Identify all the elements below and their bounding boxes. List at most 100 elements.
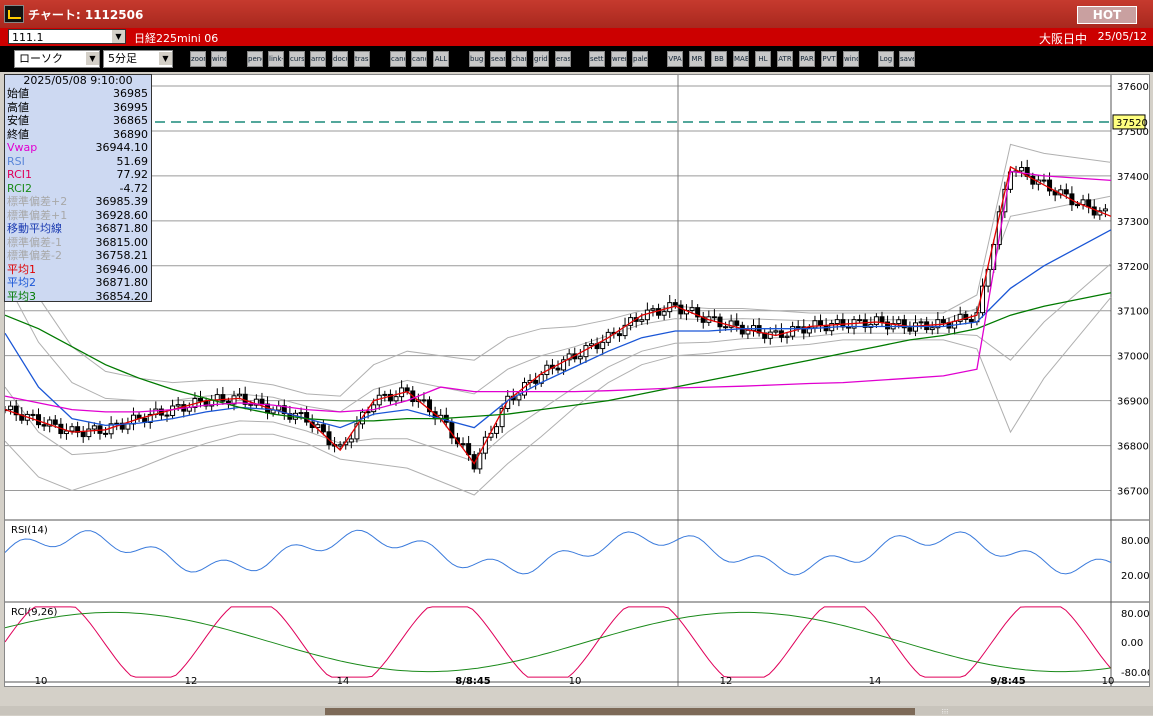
candle-body — [968, 318, 974, 323]
data-row: 安値 36865 — [5, 114, 151, 128]
price-tick-label: 36800 — [1117, 442, 1149, 453]
tool-hl-button[interactable]: HL — [755, 51, 771, 67]
data-row: 標準偏差-1 36815.00 — [5, 236, 151, 250]
data-label: 標準偏差-2 — [7, 249, 62, 262]
data-label: 始値 — [7, 87, 29, 100]
tool-mae-button[interactable]: MAE — [733, 51, 749, 67]
candle-body — [879, 316, 885, 323]
candle-body — [589, 343, 595, 347]
candle-body — [427, 399, 433, 413]
data-value: 36865 — [113, 114, 148, 127]
price-tick-label: 36700 — [1117, 487, 1149, 498]
data-value: 36944.10 — [95, 141, 149, 154]
wrench-icon[interactable]: wrench-icon — [611, 51, 627, 67]
interval-select[interactable]: 5分足 ▼ — [103, 50, 173, 68]
candle-body — [1019, 167, 1025, 172]
tool-par-button[interactable]: PAR — [799, 51, 815, 67]
highlight-level-label: 37520 — [1116, 118, 1148, 129]
chevron-down-icon[interactable]: ▼ — [86, 52, 99, 65]
candle-body — [460, 443, 466, 446]
candle-body — [672, 302, 678, 306]
data-row: RCI1 77.92 — [5, 168, 151, 182]
chevron-down-icon[interactable]: ▼ — [159, 52, 172, 65]
tool-atr-button[interactable]: ATR — [777, 51, 793, 67]
data-row: 標準偏差+1 36928.60 — [5, 209, 151, 223]
data-value: 36985 — [113, 87, 148, 100]
grid-icon[interactable]: grid-icon — [533, 51, 549, 67]
status-bar: ⁝⁝⁝ — [0, 706, 1153, 716]
chevron-down-icon[interactable]: ▼ — [112, 30, 125, 43]
symbol-bar: 111.1 ▼ 日経225mini 06 大阪日中 25/05/12 — [0, 28, 1153, 46]
chart-svg: 37600 37500 37400 37300 37200 37100 37000 36900… — [2, 75, 1153, 687]
candle-body — [304, 412, 310, 423]
candle-body — [795, 326, 801, 329]
rci1-line — [4, 606, 1112, 678]
link-icon[interactable]: link-icon — [268, 51, 284, 67]
data-value: 36995 — [113, 100, 148, 114]
candle-body — [963, 313, 969, 320]
candle-alt-icon[interactable]: candle-alt-icon — [411, 51, 427, 67]
eraser-icon[interactable]: eraser-icon — [555, 51, 571, 67]
tool-pvt-button[interactable]: PVT — [821, 51, 837, 67]
horizontal-scrollbar[interactable]: ⁝⁝⁝ — [325, 708, 948, 716]
candle-body — [650, 308, 656, 311]
toolbar: ローソク ▼ 5分足 ▼ zoom-icon window-icon pencil-ic… — [0, 46, 1153, 72]
settings-icon[interactable]: settings-icon — [589, 51, 605, 67]
candle-body — [885, 321, 891, 330]
rsi-line — [4, 529, 1112, 576]
candle-body — [147, 413, 153, 423]
rsi-label: RSI(14) — [11, 525, 48, 536]
pencil-icon[interactable]: pencil-icon — [247, 51, 263, 67]
data-label: 平均3 — [7, 289, 36, 303]
cursor-icon[interactable]: cursor-icon — [289, 51, 305, 67]
zoom-icon[interactable]: zoom-icon — [190, 51, 206, 67]
bug-icon[interactable]: bug-icon — [469, 51, 485, 67]
tool-all-button[interactable]: ALL — [433, 51, 449, 67]
data-row: 終値 36890 — [5, 128, 151, 142]
candle-body — [622, 324, 628, 337]
candle-body — [644, 309, 650, 321]
chart-type-value: ローソク — [19, 52, 63, 65]
price-tick-label: 37200 — [1117, 262, 1149, 273]
data-panel: 2025/05/08 9:10:00 始値 36985 高値 36995 安値 36865… — [4, 74, 152, 303]
document-icon[interactable]: document-icon — [332, 51, 348, 67]
price-tick-label: 37600 — [1117, 82, 1149, 93]
candle-body — [533, 379, 539, 384]
candle-body — [834, 319, 840, 325]
candle-body — [896, 319, 902, 325]
candle-body — [929, 327, 935, 331]
data-row: 平均1 36946.00 — [5, 263, 151, 277]
window-icon[interactable]: window-icon — [211, 51, 227, 67]
symbol-value: 111.1 — [12, 31, 44, 44]
data-label: 標準偏差+2 — [7, 195, 68, 208]
x-tick-label: 12 — [185, 676, 198, 686]
data-label: 終値 — [7, 127, 29, 141]
tool-bb-button[interactable]: BB — [711, 51, 727, 67]
data-value: 77.92 — [116, 168, 149, 181]
hot-button[interactable]: HOT — [1077, 6, 1137, 24]
candle-icon[interactable]: candle-icon — [390, 51, 406, 67]
tool-vpa-button[interactable]: VPA — [667, 51, 683, 67]
tool-log-button[interactable]: Log — [878, 51, 894, 67]
chart-area[interactable]: 37600 37500 37400 37300 37200 37100 37000 36900… — [2, 74, 1153, 687]
trash-icon[interactable]: trash-icon — [354, 51, 370, 67]
arrow-icon[interactable]: arrow-icon — [310, 51, 326, 67]
candle-body — [739, 324, 745, 335]
scroll-grip-icon[interactable]: ⁝⁝⁝ — [941, 708, 949, 716]
save-icon[interactable]: save-icon — [899, 51, 915, 67]
candle-body — [164, 414, 170, 417]
tool-mr-button[interactable]: MR — [689, 51, 705, 67]
data-row: RCI2 -4.72 — [5, 182, 151, 196]
window-icon[interactable]: window-icon — [843, 51, 859, 67]
candle-body — [371, 404, 377, 413]
candle-body — [8, 405, 14, 411]
app-icon — [4, 5, 24, 23]
price-tick-label: 37000 — [1117, 352, 1149, 363]
palette-icon[interactable]: palette-icon — [632, 51, 648, 67]
data-value: 51.69 — [116, 154, 149, 168]
candle-body — [214, 394, 220, 401]
symbol-select[interactable]: 111.1 ▼ — [8, 29, 126, 44]
chart-icon[interactable]: chart-icon — [511, 51, 527, 67]
chart-type-select[interactable]: ローソク ▼ — [14, 50, 100, 68]
